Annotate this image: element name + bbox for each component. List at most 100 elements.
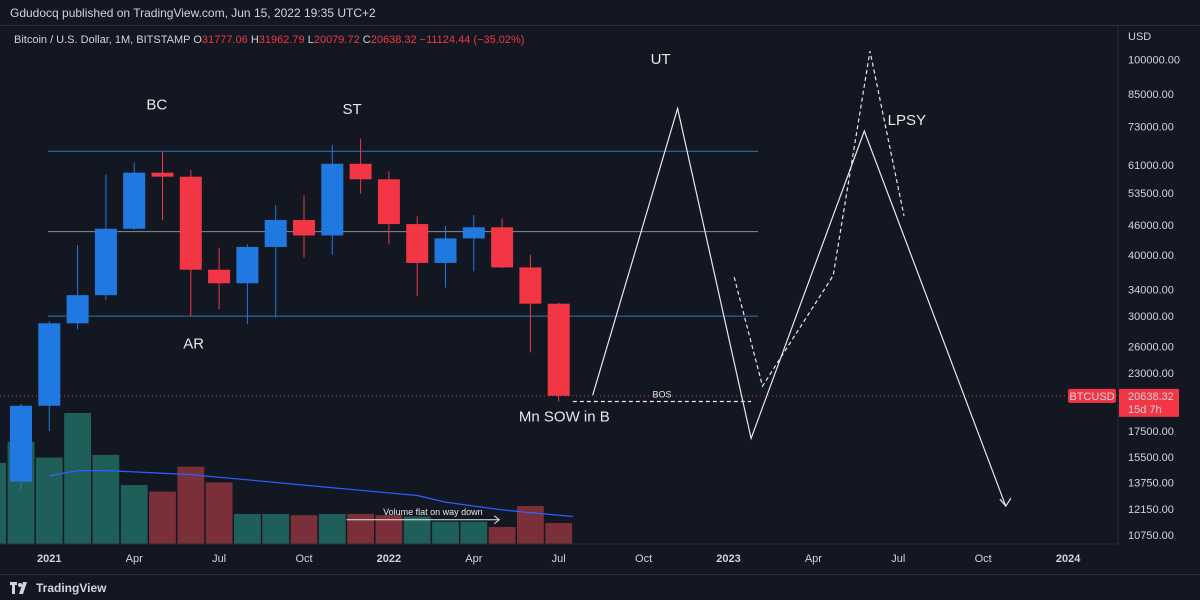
wyckoff-label: Mn SOW in B xyxy=(519,408,610,425)
candle-body xyxy=(94,228,117,296)
wyckoff-label: LPSY xyxy=(888,112,926,129)
candle xyxy=(547,302,570,402)
candle xyxy=(38,321,61,432)
volume-bar xyxy=(205,482,233,544)
volume-bar xyxy=(488,526,516,544)
candle xyxy=(519,254,542,353)
volume-bar xyxy=(318,513,346,544)
time-axis: 2021 Apr Jul Oct 2022 Apr Jul Oct 2023 Apr Jul Oct 2… xyxy=(0,543,1118,565)
candle xyxy=(151,151,174,221)
price-tick-label: 30000.00 xyxy=(1128,311,1174,323)
time-tick-label: Apr xyxy=(126,553,143,565)
volume-ma-line xyxy=(49,470,573,518)
symbol-badge-label: BTCUSD xyxy=(1069,391,1114,403)
volume-bar xyxy=(64,413,91,544)
candle-body xyxy=(179,176,202,270)
candle xyxy=(321,144,344,255)
publish-info: Gdudocq published on TradingView.com, Ju… xyxy=(10,6,376,20)
candle-body xyxy=(547,303,570,396)
wyckoff-label: AR xyxy=(183,335,204,352)
legend-part: L xyxy=(308,34,314,46)
time-tick-label: Jul xyxy=(552,553,566,565)
brand-name: TradingView xyxy=(36,581,107,595)
price-tick-label: 73000.00 xyxy=(1128,122,1174,134)
symbol-badge xyxy=(1068,388,1116,403)
legend-part: Bitcoin / U.S. Dollar, 1M, BITSTAMP xyxy=(14,34,193,46)
legend-part: H xyxy=(251,34,259,46)
price-axis-unit: USD xyxy=(1128,31,1151,43)
candle-body xyxy=(66,295,89,324)
volume-bar xyxy=(460,521,488,544)
time-tick-label: Jul xyxy=(891,553,905,565)
wyckoff-label: BC xyxy=(146,97,167,114)
legend-part: C xyxy=(363,34,371,46)
candle-body xyxy=(462,227,485,239)
candle-body xyxy=(406,224,429,263)
price-tick-label: 85000.00 xyxy=(1128,89,1174,101)
candle xyxy=(293,195,315,258)
candle-body xyxy=(123,172,146,229)
price-tick-label: 10750.00 xyxy=(1128,530,1174,542)
price-tick-label: 26000.00 xyxy=(1128,342,1174,354)
candle xyxy=(264,205,287,318)
projection-path-solid xyxy=(592,106,1007,507)
time-tick-label: Jul xyxy=(212,553,226,565)
volume-bar xyxy=(177,466,205,544)
volume-bar xyxy=(262,513,290,544)
time-tick-label: Oct xyxy=(295,553,312,565)
candle-body xyxy=(491,227,514,268)
time-tick-label: Oct xyxy=(635,553,652,565)
volume-bar xyxy=(545,523,573,544)
time-tick-label: 2023 xyxy=(716,553,740,565)
tradingview-logo-icon xyxy=(10,582,27,594)
time-tick-label: 2024 xyxy=(1056,553,1081,565)
candle-body xyxy=(321,163,344,236)
candle xyxy=(236,244,259,325)
price-tick-label: 15500.00 xyxy=(1128,452,1174,464)
volume-bar xyxy=(92,454,120,544)
volume-bar xyxy=(234,513,261,544)
candle xyxy=(491,218,514,268)
legend-part: 31962.79 xyxy=(259,34,308,46)
legend-part: 20079.72 xyxy=(314,34,363,46)
legend-part: O xyxy=(193,34,202,46)
time-tick-label: Apr xyxy=(805,553,822,565)
candle xyxy=(66,244,89,330)
volume-bar xyxy=(290,515,318,544)
price-tick-label: 40000.00 xyxy=(1128,250,1174,262)
price-tick-label: 23000.00 xyxy=(1128,368,1174,380)
candle-body xyxy=(349,163,372,180)
candle xyxy=(406,216,429,296)
volume-bar xyxy=(432,521,459,544)
candle xyxy=(10,403,32,490)
candle-body xyxy=(38,323,61,406)
volume-bar xyxy=(403,516,431,544)
time-tick-label: Oct xyxy=(975,553,992,565)
tradingview-brand[interactable]: TradingView xyxy=(10,579,106,597)
price-tick-label: 61000.00 xyxy=(1128,160,1174,172)
legend-part: 20638.32 xyxy=(371,34,420,46)
time-tick-label: 2021 xyxy=(37,553,61,565)
time-tick-label: Apr xyxy=(465,553,482,565)
footer-bar: TradingView xyxy=(0,574,1200,600)
candle-body xyxy=(293,219,315,236)
wyckoff-label: ST xyxy=(343,101,362,118)
legend-part: 31777.06 xyxy=(202,34,251,46)
price-axis: USD 100000.00 85000.00 73000.00 61000.00 5350… xyxy=(1068,26,1180,544)
candle xyxy=(377,171,400,245)
price-tick-label: 12150.00 xyxy=(1128,504,1174,516)
volume-bar xyxy=(35,457,63,544)
candle xyxy=(208,247,231,310)
bos-label: BOS xyxy=(652,389,671,399)
chart-legend: Bitcoin / U.S. Dollar, 1M, BITSTAMP O317… xyxy=(14,34,524,46)
projection-path-dashed xyxy=(733,50,905,388)
candle xyxy=(94,174,117,301)
candle-body xyxy=(377,179,400,225)
candle-body xyxy=(10,405,32,482)
time-tick-label: 2022 xyxy=(377,553,401,565)
candle-body xyxy=(208,269,231,284)
price-tick-label: 34000.00 xyxy=(1128,284,1174,296)
last-price-countdown: 15d 7h xyxy=(1128,404,1162,416)
